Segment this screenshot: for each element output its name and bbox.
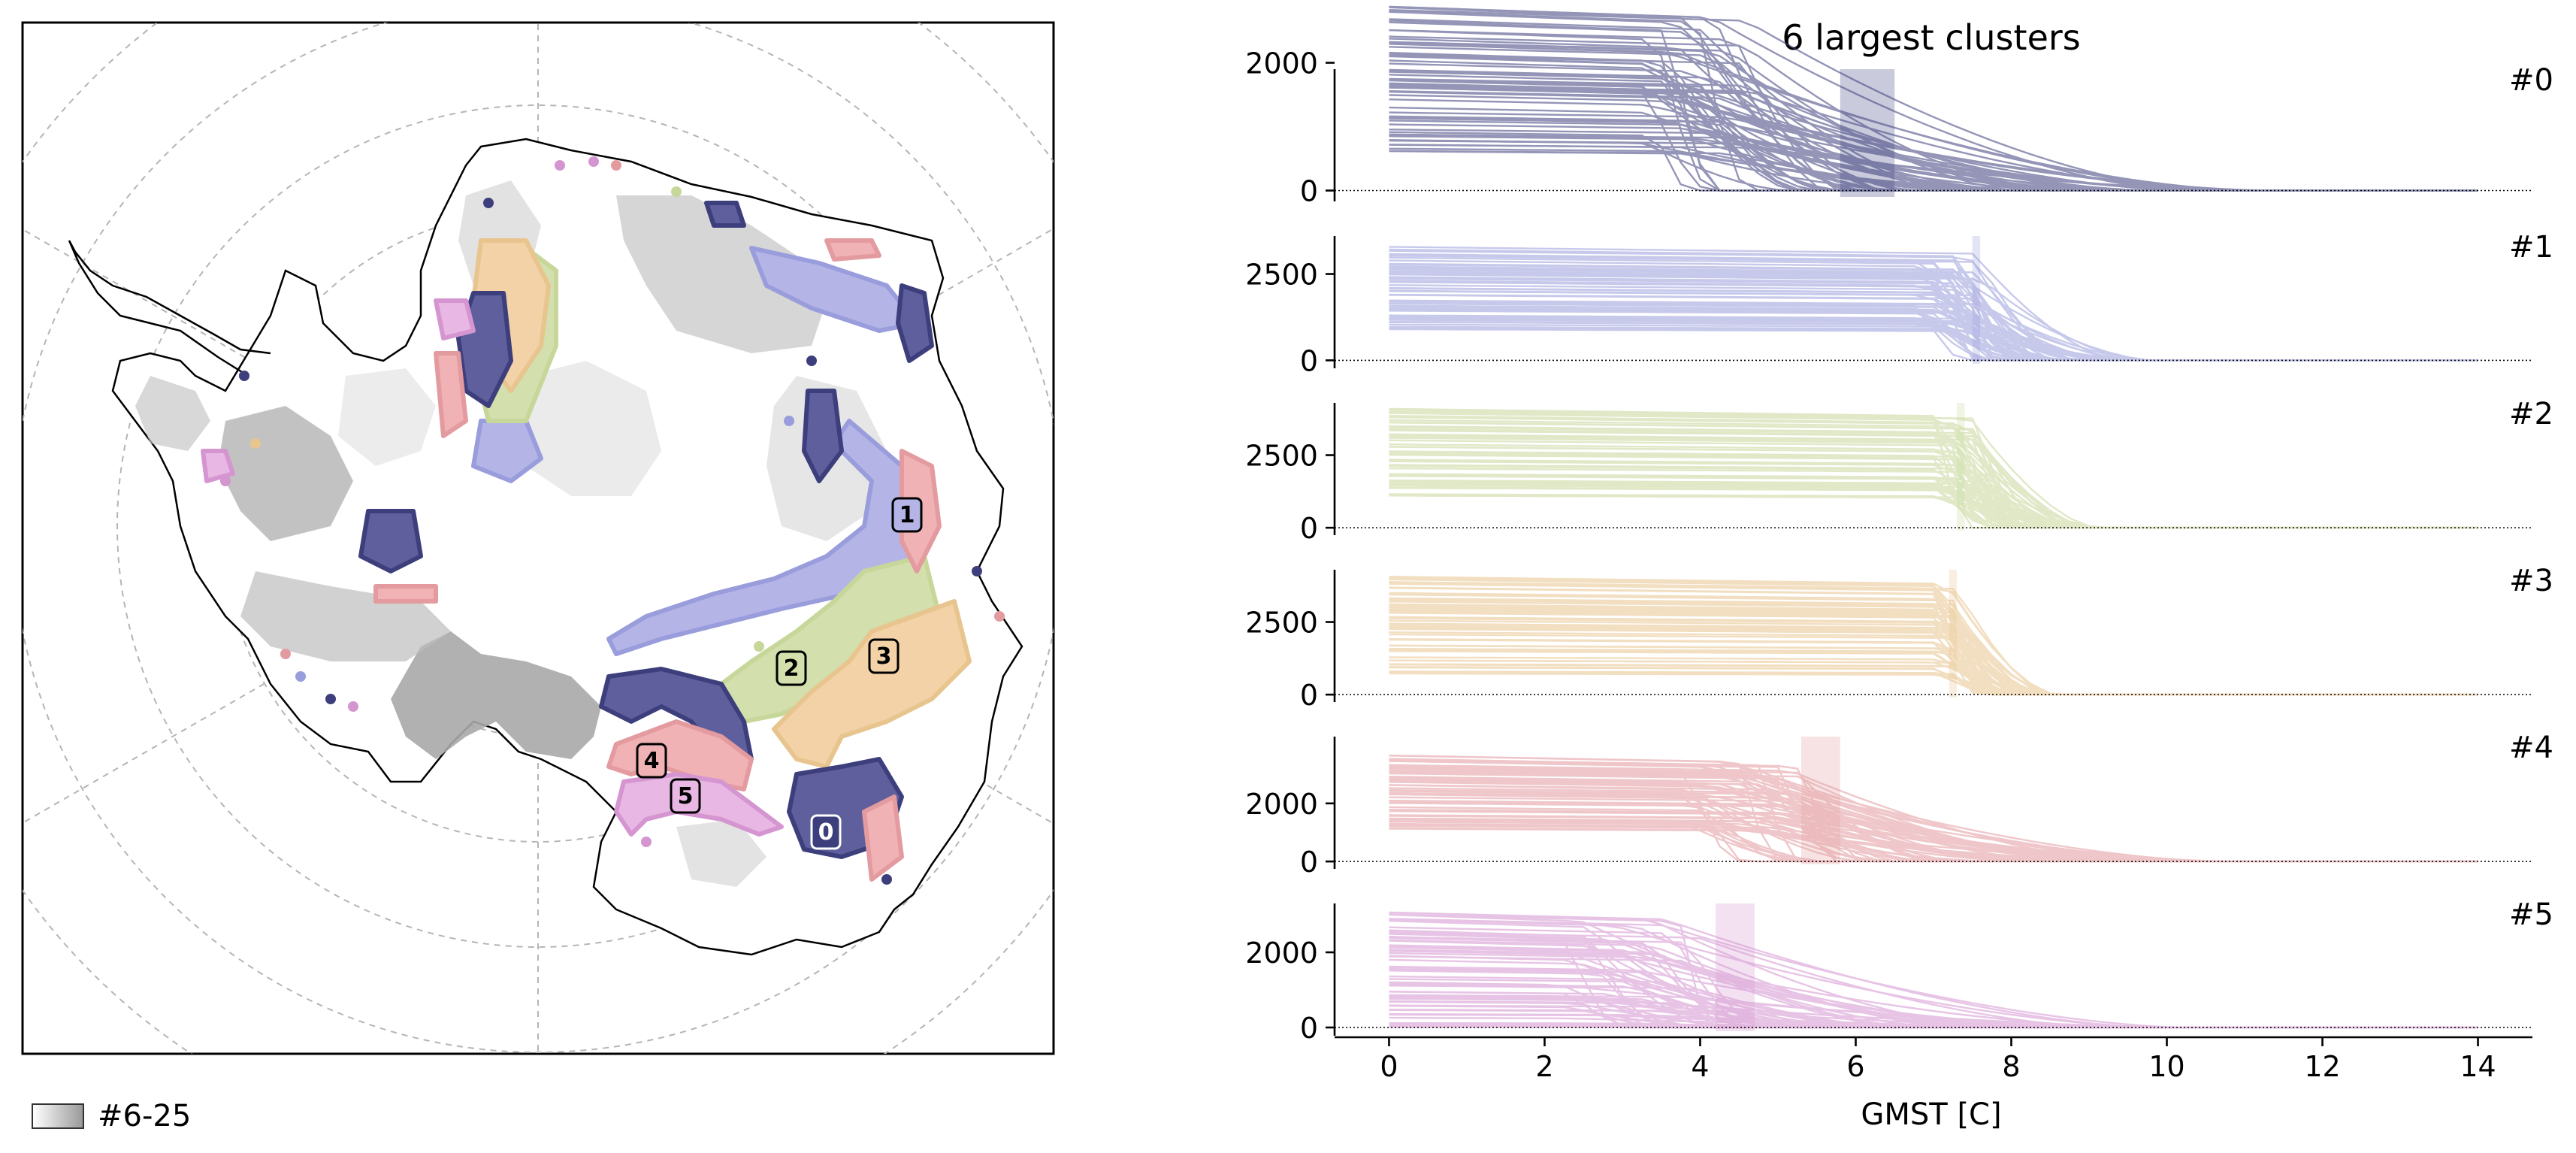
panel-2-trajectory xyxy=(1389,495,2478,529)
panel-1-ytick-label: 0 xyxy=(1300,344,1318,377)
svg-text:2: 2 xyxy=(784,655,800,682)
panel-4: 0 2000 #4 xyxy=(1245,731,2553,879)
panel-2-trajectory xyxy=(1389,495,2478,529)
chart-panels: 0 2000 #0 0 2500 #1 0 2500 #2 0 2500 #3 0 2000 #4 0 2000… xyxy=(1245,5,2553,1045)
x-tick-label: 14 xyxy=(2460,1050,2496,1083)
panel-3-name: #3 xyxy=(2509,564,2553,598)
panel-2-trajectory xyxy=(1389,493,2478,529)
panel-0-ytick-label: 2000 xyxy=(1245,47,1318,80)
x-axis: 0 2 4 6 8 10 12 14 xyxy=(1335,1036,2532,1083)
panel-5-name: #5 xyxy=(2509,897,2553,932)
cluster-label-5: 5 xyxy=(670,778,701,814)
panel-2-trajectory xyxy=(1389,495,2478,529)
panel-5-ytick-label: 2000 xyxy=(1245,937,1318,970)
panel-4-trajectories xyxy=(1389,754,2478,863)
panel-1-trajectory xyxy=(1389,328,2478,362)
panel-4-name: #4 xyxy=(2509,731,2553,765)
panel-1-trajectory xyxy=(1389,328,2478,362)
panel-1-name: #1 xyxy=(2509,230,2553,265)
panel-2-trajectory xyxy=(1389,486,2478,529)
cluster-label-1: 1 xyxy=(891,497,923,533)
x-axis-label: GMST [C] xyxy=(1861,1097,2001,1132)
panel-2-trajectory xyxy=(1389,487,2478,529)
panel-5-trajectory xyxy=(1389,931,2478,1029)
panel-4-ytick-label: 2000 xyxy=(1245,788,1318,821)
panel-2-trajectory xyxy=(1389,486,2478,529)
panel-4-ytick-label: 0 xyxy=(1300,846,1318,879)
panel-3-ytick-label: 0 xyxy=(1300,679,1318,712)
panel-2-ytick-label: 0 xyxy=(1300,512,1318,545)
svg-text:1: 1 xyxy=(899,502,915,528)
svg-text:3: 3 xyxy=(876,643,892,670)
cluster-3-region xyxy=(772,599,972,769)
panel-0-ytick-label: 0 xyxy=(1300,175,1318,208)
cluster-regions xyxy=(201,201,972,882)
panel-2-name: #2 xyxy=(2509,397,2553,431)
svg-text:0: 0 xyxy=(818,819,834,846)
x-tick-label: 6 xyxy=(1846,1050,1864,1083)
panel-2-trajectory xyxy=(1389,486,2478,529)
panel-2-trajectory xyxy=(1389,486,2478,529)
map-legend: #6-25 xyxy=(32,1099,191,1133)
cluster-label-2: 2 xyxy=(776,650,807,686)
panel-3: 0 2500 #3 xyxy=(1245,564,2553,712)
panel-2-trajectory xyxy=(1389,484,2478,529)
cluster-label-4: 4 xyxy=(636,743,667,779)
chart-title: 6 largest clusters xyxy=(1782,17,2081,58)
panel-1-trajectories xyxy=(1389,246,2478,362)
x-tick-label: 12 xyxy=(2304,1050,2340,1083)
panel-2-trajectories xyxy=(1389,407,2478,529)
panel-0: 0 2000 #0 xyxy=(1245,5,2553,208)
x-tick-label: 4 xyxy=(1691,1050,1709,1083)
panel-3-trajectory xyxy=(1389,671,2478,696)
panel-1-ytick-label: 2500 xyxy=(1245,259,1318,292)
x-tick-label: 2 xyxy=(1535,1050,1553,1083)
panel-1-trajectory xyxy=(1389,327,2478,362)
panel-5-trajectories xyxy=(1389,911,2478,1029)
x-tick-label: 0 xyxy=(1380,1050,1398,1083)
cluster-label-0: 0 xyxy=(810,814,842,850)
cluster-markers xyxy=(220,156,1005,885)
panel-2: 0 2500 #2 xyxy=(1245,397,2553,545)
panel-5-ytick-label: 0 xyxy=(1300,1012,1318,1045)
panel-1: 0 2500 #1 xyxy=(1245,230,2553,377)
svg-text:5: 5 xyxy=(678,783,694,810)
svg-text:4: 4 xyxy=(644,748,660,774)
cluster-label-3: 3 xyxy=(868,638,899,674)
panel-3-trajectory xyxy=(1389,672,2478,696)
x-tick-label: 8 xyxy=(2002,1050,2020,1083)
panel-5: 0 2000 #5 xyxy=(1245,897,2553,1045)
x-tick-label: 10 xyxy=(2148,1050,2184,1083)
panel-2-trajectory xyxy=(1389,486,2478,529)
panel-2-trajectory xyxy=(1389,484,2478,529)
panel-2-trajectory xyxy=(1389,484,2478,529)
peninsula-outline xyxy=(68,240,271,377)
panel-3-trajectories xyxy=(1389,576,2478,696)
legend-label: #6-25 xyxy=(98,1099,192,1133)
panel-3-ytick-label: 2500 xyxy=(1245,607,1318,640)
panel-0-name: #0 xyxy=(2509,63,2553,98)
panel-3-trajectory xyxy=(1389,671,2478,696)
legend-swatch xyxy=(32,1103,84,1129)
cluster-labels: 0 1 2 3 4 5 xyxy=(636,497,923,850)
panel-2-ytick-label: 2500 xyxy=(1245,440,1318,473)
antarctica-map: 0 1 2 3 4 5 xyxy=(21,21,1055,1055)
